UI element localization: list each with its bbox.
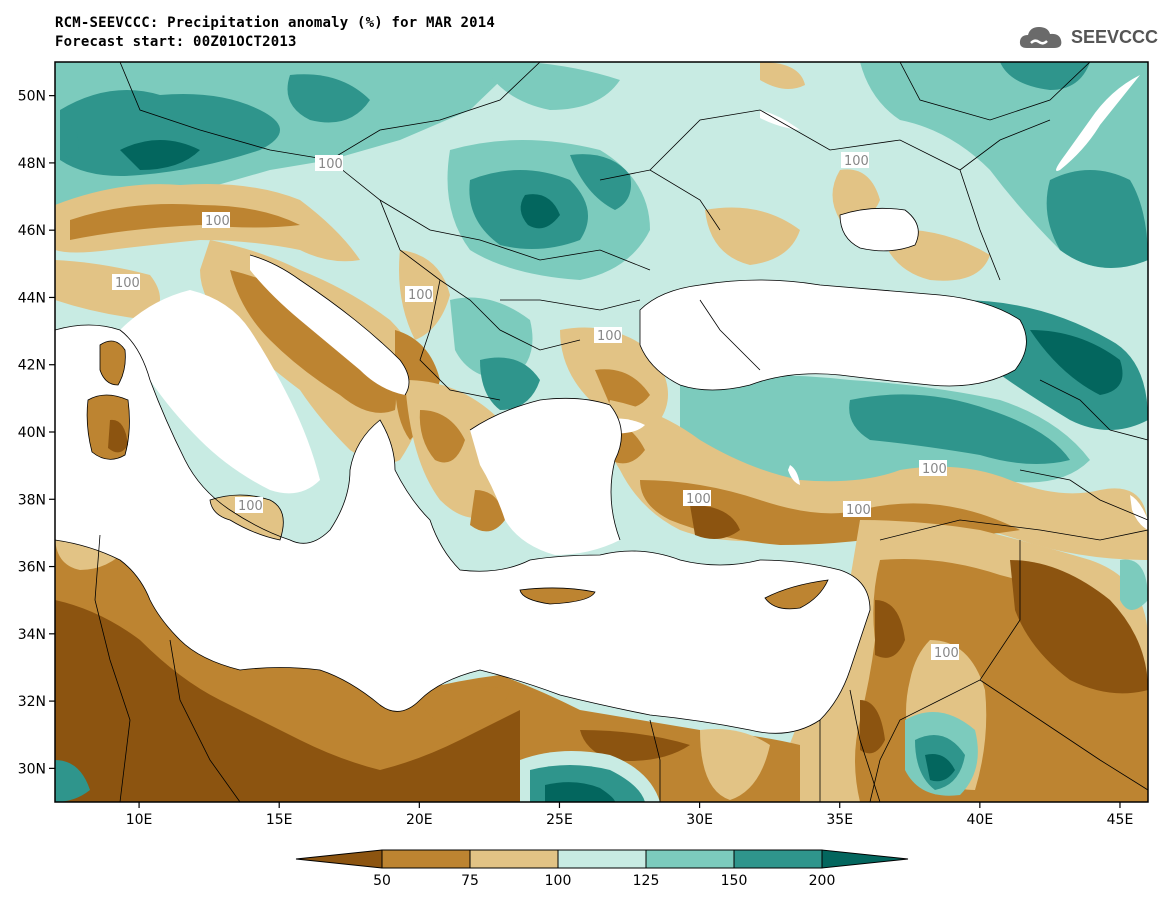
svg-text:100: 100 [115, 276, 140, 291]
colorbar-label: 200 [809, 873, 836, 889]
svg-text:100: 100 [922, 462, 947, 477]
lat-tick-label: 40N [18, 425, 46, 441]
colorbar-label: 75 [461, 873, 479, 889]
colorbar: 50 75 100 125 150 200 [295, 849, 909, 889]
lat-tick-label: 30N [18, 761, 46, 777]
lat-tick-label: 44N [18, 290, 46, 306]
svg-text:100: 100 [238, 499, 263, 514]
colorbar-segment [733, 849, 823, 869]
lat-tick-label: 36N [18, 560, 46, 576]
colorbar-segment [381, 849, 471, 869]
colorbar-segment [557, 849, 647, 869]
contour-label: 100 [931, 644, 959, 661]
borders [55, 62, 1148, 802]
svg-text:100: 100 [934, 646, 959, 661]
contour-label: 100 [202, 212, 230, 229]
colorbar-label: 100 [545, 873, 572, 889]
svg-text:100: 100 [318, 157, 343, 172]
svg-text:100: 100 [205, 214, 230, 229]
contour-label: 100 [235, 497, 263, 514]
lon-tick-label: 35E [826, 812, 853, 828]
colorbar-label: 150 [721, 873, 748, 889]
contour-label: 100 [405, 286, 433, 303]
map-title: RCM-SEEVCCC: Precipitation anomaly (%) f… [55, 14, 495, 52]
colorbar-segment [295, 849, 383, 869]
colorbar-label: 125 [633, 873, 660, 889]
lat-tick-label: 50N [18, 89, 46, 105]
latitude-axis: 50N 48N 46N 44N 42N 40N 38N 36N 34N 32N 30N [18, 89, 55, 777]
lon-tick-label: 15E [266, 812, 293, 828]
contour-labels: 100 100 100 100 100 100 100 100 100 100 … [112, 152, 959, 661]
contour-label: 100 [919, 460, 947, 477]
title-line-1: RCM-SEEVCCC: Precipitation anomaly (%) f… [55, 15, 496, 31]
lat-tick-label: 32N [18, 694, 46, 710]
lon-tick-label: 25E [546, 812, 573, 828]
cloud-icon [1019, 27, 1062, 48]
lon-tick-label: 30E [686, 812, 713, 828]
contour-label: 100 [315, 155, 343, 172]
lat-tick-label: 48N [18, 156, 46, 172]
contour-label: 100 [594, 327, 622, 344]
contour-label: 100 [843, 501, 871, 518]
colorbar-label: 50 [373, 873, 391, 889]
contour-label: 100 [112, 274, 140, 291]
map-field [55, 62, 1148, 802]
contour-label: 100 [841, 152, 869, 169]
colorbar-segment [821, 849, 909, 869]
svg-text:100: 100 [844, 154, 869, 169]
colorbar-segment [469, 849, 559, 869]
svg-text:100: 100 [597, 329, 622, 344]
lon-tick-label: 40E [967, 812, 994, 828]
lat-tick-label: 46N [18, 223, 46, 239]
svg-text:100: 100 [408, 288, 433, 303]
longitude-axis: 10E 15E 20E 25E 30E 35E 40E 45E [126, 802, 1134, 828]
title-line-2: Forecast start: 00Z01OCT2013 [55, 34, 297, 50]
lon-tick-label: 45E [1107, 812, 1134, 828]
svg-text:100: 100 [686, 492, 711, 507]
lat-tick-label: 42N [18, 358, 46, 374]
lat-tick-label: 38N [18, 492, 46, 508]
lat-tick-label: 34N [18, 627, 46, 643]
colorbar-segment [645, 849, 735, 869]
lon-tick-label: 10E [126, 812, 153, 828]
seevccc-logo: SEEVCCC [1017, 22, 1158, 52]
svg-text:100: 100 [846, 503, 871, 518]
contour-label: 100 [683, 490, 711, 507]
logo-text: SEEVCCC [1071, 26, 1159, 47]
lon-tick-label: 20E [406, 812, 433, 828]
